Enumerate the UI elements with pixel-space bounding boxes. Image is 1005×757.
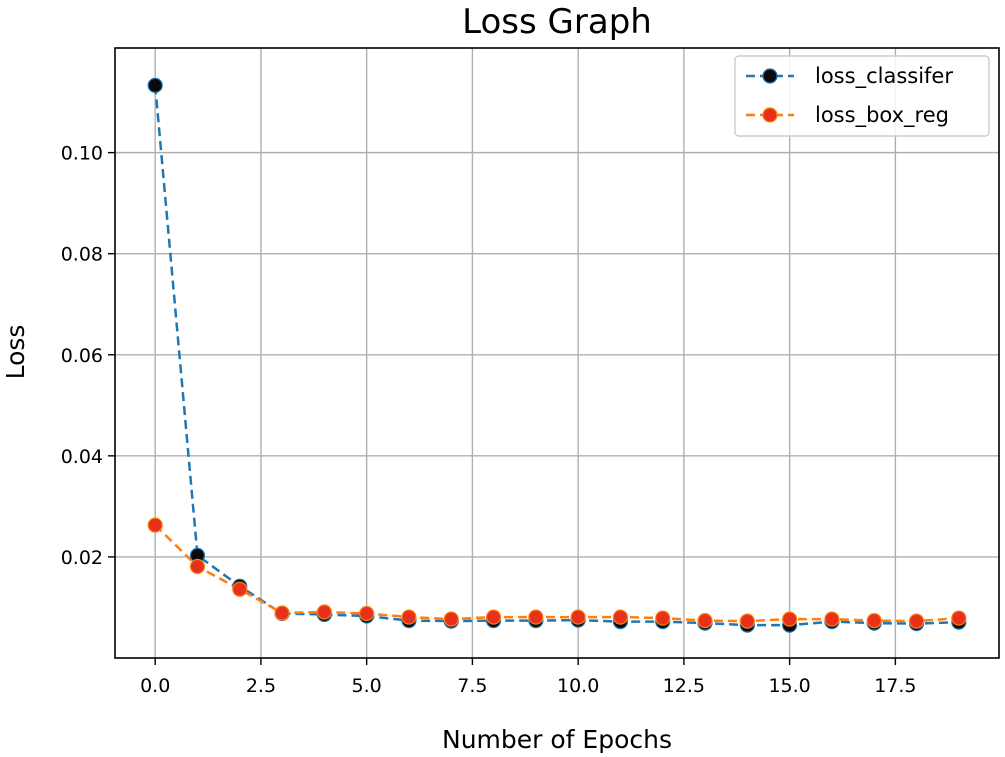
x-tick-label: 17.5 [874, 675, 916, 697]
x-tick-label: 15.0 [768, 675, 810, 697]
x-tick-label: 2.5 [246, 675, 276, 697]
x-tick-label: 10.0 [557, 675, 599, 697]
x-tick-label: 0.0 [140, 675, 170, 697]
y-axis-ticks: 0.02 0.04 0.06 0.08 0.10 [61, 143, 115, 569]
legend-label-loss-box-reg: loss_box_reg [815, 103, 949, 128]
data-point-loss-box-reg [824, 611, 840, 627]
chart-title: Loss Graph [462, 2, 652, 42]
data-point-loss-box-reg [316, 604, 332, 620]
legend-label-loss-classifer: loss_classifer [815, 64, 953, 89]
data-point-loss-box-reg [951, 610, 967, 626]
data-point-loss-box-reg [908, 613, 925, 629]
y-tick-label: 0.08 [61, 244, 103, 266]
data-point-loss-box-reg [232, 581, 248, 597]
data-point-loss-box-reg [274, 605, 290, 621]
legend: loss_classifer loss_box_reg [734, 55, 990, 137]
series-line-loss-box-reg [154, 524, 959, 623]
legend-marker-loss-classifer [762, 68, 778, 84]
data-point-loss-box-reg [359, 605, 375, 622]
y-axis-label: Loss [1, 325, 30, 380]
x-tick-label: 12.5 [663, 675, 705, 697]
data-point-loss-classifer [147, 77, 163, 93]
data-point-loss-box-reg [866, 613, 882, 629]
y-tick-label: 0.10 [61, 143, 103, 165]
x-tick-label: 7.5 [457, 675, 487, 697]
data-point-loss-box-reg [782, 611, 798, 627]
data-point-loss-box-reg [739, 613, 755, 629]
x-axis-label: Number of Epochs [442, 725, 672, 754]
data-point-loss-box-reg [189, 558, 206, 575]
series-layer [147, 77, 967, 633]
y-tick-label: 0.02 [61, 547, 103, 569]
y-tick-label: 0.04 [61, 446, 103, 468]
data-point-loss-box-reg [528, 609, 544, 625]
data-point-loss-box-reg [485, 609, 502, 625]
data-point-loss-box-reg [612, 609, 629, 625]
plot-frame [114, 47, 1000, 659]
data-point-loss-box-reg [147, 517, 163, 533]
data-point-loss-box-reg [570, 609, 586, 625]
data-point-loss-box-reg [401, 609, 417, 625]
x-axis-ticks: 0.0 2.5 5.0 7.5 10.0 12.5 15.0 17.5 [140, 658, 917, 697]
x-tick-label: 5.0 [352, 675, 382, 697]
legend-marker-loss-box-reg [762, 107, 778, 123]
data-point-loss-box-reg [697, 613, 713, 629]
data-point-loss-box-reg [443, 611, 459, 627]
data-point-loss-box-reg [655, 610, 671, 626]
y-tick-label: 0.06 [61, 345, 103, 367]
grid-lines [115, 48, 999, 658]
legend-box [734, 55, 990, 137]
